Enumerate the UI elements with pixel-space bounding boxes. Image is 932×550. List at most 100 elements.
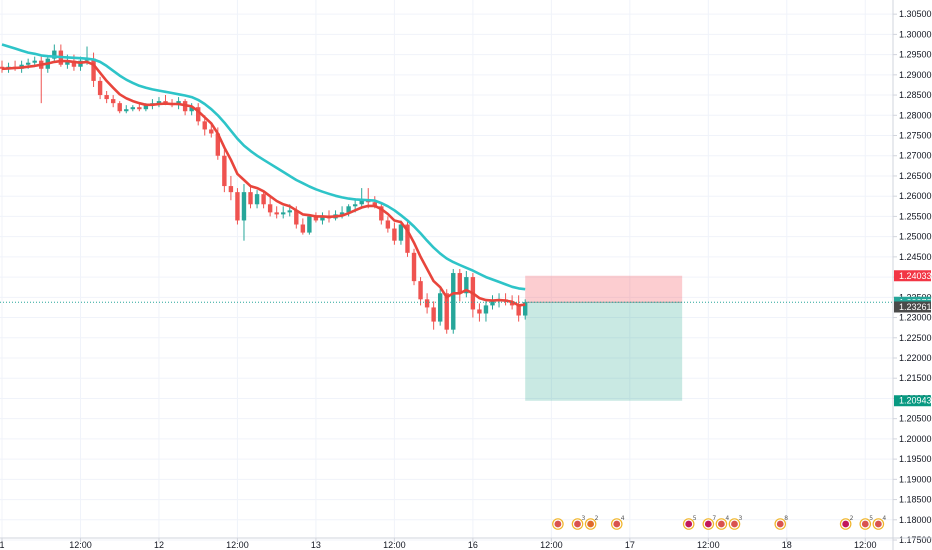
event-flag-icon[interactable]: 4 (715, 515, 729, 530)
candle-body (235, 192, 240, 221)
candle-body (411, 252, 417, 282)
price-tick-label: 1.30000 (899, 29, 932, 39)
candle-body (91, 58, 96, 81)
price-tag-bg (894, 301, 931, 313)
candle-body (71, 60, 77, 67)
event-flag-icon[interactable]: 4 (610, 515, 625, 530)
time-tick-label: 12:00 (697, 540, 720, 550)
candle-body (32, 60, 37, 63)
candle-body (163, 101, 168, 104)
time-tick-label: 16 (468, 540, 478, 550)
take-profit-zone[interactable] (525, 302, 683, 401)
candle-body (339, 212, 345, 215)
price-tick-label: 1.26000 (899, 191, 932, 201)
price-tick-label: 1.19500 (899, 454, 932, 464)
price-tick-label: 1.28500 (899, 90, 932, 100)
candle-body (130, 107, 135, 110)
price-tick-label: 1.25500 (899, 211, 932, 221)
event-flag-icon[interactable] (552, 518, 564, 530)
candle-body (110, 99, 116, 104)
candle-body (228, 186, 234, 193)
candle-body (320, 216, 325, 221)
event-flag-icon[interactable]: 2 (839, 515, 854, 530)
candle-body (294, 210, 299, 225)
grid-lines (0, 0, 893, 541)
event-flag-icon[interactable]: 7 (702, 515, 716, 530)
position-zones[interactable] (525, 275, 683, 401)
event-flag-icon[interactable]: 5 (859, 515, 873, 530)
event-flag-icon[interactable]: 3 (728, 515, 742, 530)
candle-body (392, 228, 397, 241)
candle-body (431, 307, 436, 322)
price-tick-label: 1.24500 (899, 252, 932, 262)
price-tick-label: 1.20500 (899, 414, 932, 424)
event-count: 2 (850, 515, 854, 522)
candle-body (418, 281, 423, 300)
event-flag (718, 520, 725, 528)
candle-body (65, 60, 70, 65)
price-tag-bg (894, 270, 931, 282)
economic-events[interactable]: 3 2 4 5 7 4 3 8 2 5 4 (552, 515, 887, 530)
candle-body (25, 62, 31, 65)
time-tick-label: 12:00 (69, 540, 92, 550)
candlesticks (0, 44, 528, 334)
event-flag (574, 520, 581, 528)
candle-body (52, 50, 57, 59)
price-tick-label: 1.22000 (899, 353, 932, 363)
event-flag (861, 520, 869, 528)
ema-fast-line (1, 59, 526, 307)
stop-loss-zone[interactable] (525, 275, 683, 303)
price-tick-label: 1.23000 (899, 313, 932, 323)
price-tick-label: 1.28000 (899, 110, 932, 120)
time-tick-label: 17 (625, 540, 635, 550)
price-tick-label: 1.26500 (899, 171, 932, 181)
price-tick-label: 1.19000 (899, 474, 932, 484)
event-flag-icon[interactable]: 4 (872, 515, 886, 530)
event-flag-icon[interactable]: 5 (682, 515, 697, 530)
price-tick-label: 1.18500 (899, 495, 932, 505)
candle-body (437, 293, 443, 322)
event-flag-icon[interactable]: 2 (584, 515, 599, 530)
candle-body (405, 224, 410, 253)
event-flag (704, 520, 712, 528)
candle-body (156, 101, 162, 104)
candle-body (359, 200, 364, 205)
price-tick-label: 1.30500 (899, 9, 932, 19)
ema-slow-line (1, 43, 526, 291)
candle-body (516, 305, 521, 316)
candle-body (451, 273, 456, 330)
event-count: 4 (725, 515, 729, 522)
candle-body (523, 302, 528, 316)
candle-body (300, 224, 306, 233)
candle-body (352, 204, 358, 207)
candle-body (254, 194, 260, 205)
candle-body (385, 220, 391, 229)
candle-body (248, 192, 253, 205)
candle-body (509, 301, 515, 306)
candle-body (215, 133, 221, 156)
price-tick-label: 1.29000 (899, 70, 932, 80)
event-count: 5 (869, 515, 873, 522)
event-count: 4 (621, 515, 625, 522)
candle-body (307, 216, 312, 233)
candle-body (209, 129, 214, 134)
time-tick-label: 1 (0, 540, 5, 550)
candle-body (490, 301, 495, 306)
candle-body (398, 224, 404, 241)
price-tick-label: 1.27000 (899, 151, 932, 161)
event-flag-icon[interactable]: 8 (774, 515, 788, 530)
event-count: 3 (738, 515, 742, 522)
event-flag-icon[interactable]: 3 (571, 515, 586, 530)
candle-body (274, 212, 279, 215)
event-count: 7 (712, 515, 716, 522)
price-tag-label: 1.20943 (899, 396, 932, 406)
candle-body (483, 305, 489, 314)
time-axis[interactable]: 1 12:00 12 12:00 13 12:00 16 12:00 17 12:00 18 12:0… (0, 537, 932, 550)
price-tick-label: 1.17500 (899, 535, 932, 545)
candle-body (143, 105, 149, 110)
price-tick-label: 1.21500 (899, 373, 932, 383)
time-tick-label: 12:00 (226, 540, 249, 550)
price-tick-label: 1.20000 (899, 434, 932, 444)
